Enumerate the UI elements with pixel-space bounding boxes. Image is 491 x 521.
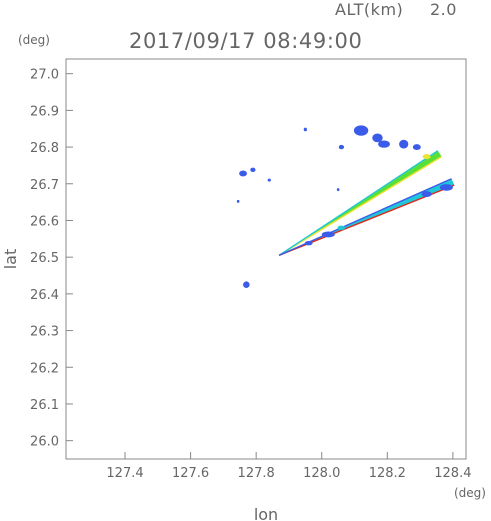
echo-point [337, 225, 346, 231]
echo-point [303, 127, 307, 132]
echo-point [412, 144, 421, 151]
echo-point [239, 170, 247, 177]
echo-point [338, 144, 345, 150]
y-tick-label: 26.8 [30, 141, 59, 156]
plot-frame [65, 58, 467, 460]
echo-point [267, 178, 271, 182]
x-tick-label: 127.6 [172, 466, 209, 481]
y-tick-label: 27.0 [30, 68, 59, 83]
x-tick-label: 128.2 [369, 466, 406, 481]
echo-point [321, 231, 335, 238]
echo-point [378, 140, 390, 148]
echo-point [304, 241, 313, 246]
alt-label: ALT(km) [335, 0, 403, 19]
y-tick-label: 26.1 [30, 398, 59, 413]
y-tick-label: 26.0 [30, 435, 59, 450]
echo-point [236, 199, 240, 203]
x-tick-label: 128.0 [303, 466, 340, 481]
echo-point [439, 184, 453, 191]
x-unit-label: (deg) [454, 486, 486, 500]
y-unit-label: (deg) [18, 33, 50, 47]
echo-point [353, 125, 369, 136]
echo-point [250, 167, 256, 173]
echo-point [372, 133, 383, 143]
x-axis-label: lon [254, 505, 278, 521]
alt-value: 2.0 [430, 0, 457, 19]
y-tick-label: 26.2 [30, 361, 59, 376]
echo-point [421, 191, 432, 197]
y-tick-label: 26.5 [30, 251, 59, 266]
echo-point [422, 154, 431, 160]
x-tick-label: 127.8 [238, 466, 275, 481]
y-axis-label: lat [1, 249, 20, 270]
y-tick-label: 26.4 [30, 288, 59, 303]
echo-point [243, 281, 250, 288]
echo-point [399, 139, 409, 149]
echo-band-edge [278, 150, 439, 256]
x-tick-label: 127.4 [106, 466, 143, 481]
x-tick-label: 128.4 [434, 466, 471, 481]
y-tick-label: 26.9 [30, 104, 59, 119]
echo-band-edge [278, 156, 443, 256]
y-tick-label: 26.7 [30, 178, 59, 193]
y-tick-label: 26.3 [30, 325, 59, 340]
chart-title: 2017/09/17 08:49:00 [129, 29, 362, 53]
y-tick-label: 26.6 [30, 214, 59, 229]
echo-point [336, 188, 340, 192]
